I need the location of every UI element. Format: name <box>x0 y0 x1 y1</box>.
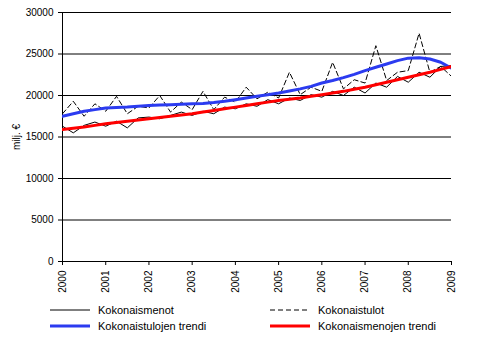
html-text:Kokonaistulot: Kokonaistulot <box>318 304 384 316</box>
svg-text:2004: 2004 <box>230 270 241 293</box>
svg-text:2005: 2005 <box>273 270 284 293</box>
svg-text:2001: 2001 <box>100 270 111 293</box>
svg-text:10000: 10000 <box>26 173 54 184</box>
html-text:Kokonaismenojen trendi: Kokonaismenojen trendi <box>318 320 436 332</box>
svg-text:2006: 2006 <box>316 270 327 293</box>
svg-text:20000: 20000 <box>26 90 54 101</box>
svg-text:15000: 15000 <box>26 131 54 142</box>
svg-text:2009: 2009 <box>446 270 457 293</box>
html-text:Kokonaismenot: Kokonaismenot <box>98 304 174 316</box>
svg-text:25000: 25000 <box>26 48 54 59</box>
svg-text:5000: 5000 <box>31 214 54 225</box>
svg-text:2008: 2008 <box>402 270 413 293</box>
html-text:Kokonaistulojen trendi: Kokonaistulojen trendi <box>98 320 207 332</box>
svg-text:0: 0 <box>48 256 54 267</box>
svg-text:2000: 2000 <box>57 270 68 293</box>
svg-text:2002: 2002 <box>143 270 154 293</box>
svg-text:2003: 2003 <box>186 270 197 293</box>
svg-text:2007: 2007 <box>359 270 370 293</box>
svg-text:milj. €: milj. € <box>11 124 22 151</box>
svg-text:30000: 30000 <box>26 7 54 18</box>
